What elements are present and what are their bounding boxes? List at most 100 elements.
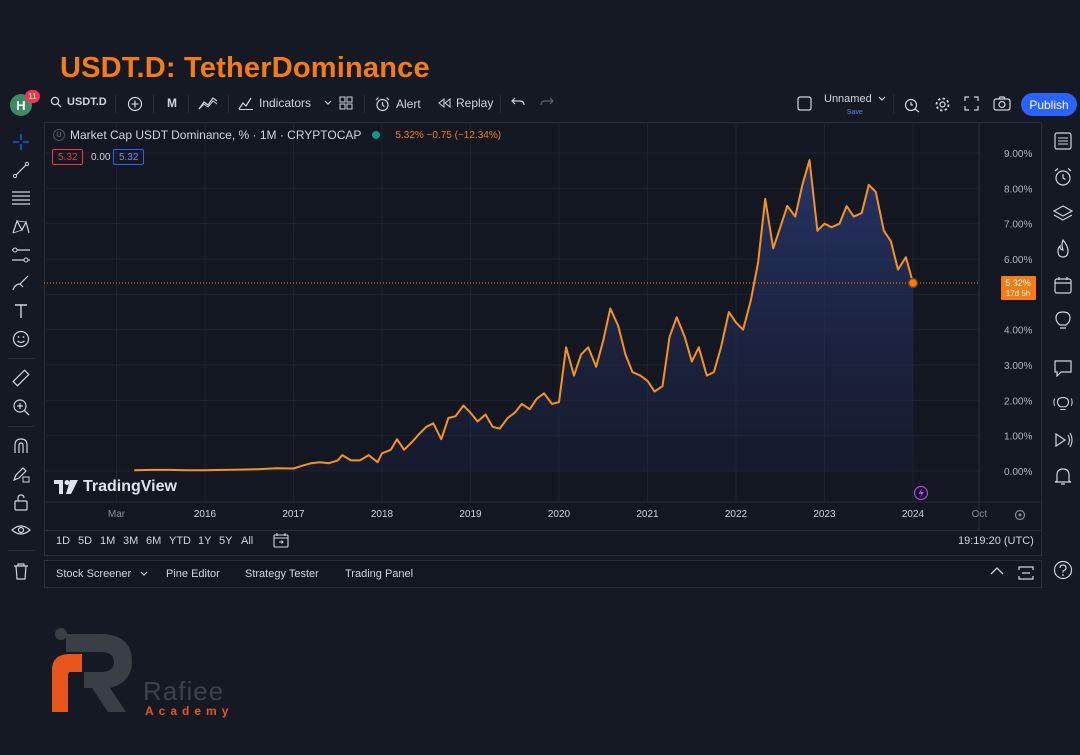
rewind-icon — [438, 98, 451, 108]
crosshair-tool[interactable] — [10, 131, 32, 153]
list-icon — [1054, 132, 1072, 150]
legend-values: 5.32% −0.75 (−12.34%) — [395, 129, 502, 141]
x-tick-label: 2024 — [902, 509, 925, 520]
fullscreen-icon — [964, 96, 979, 111]
y-tick-label: 4.00% — [1004, 326, 1032, 337]
area-chart-icon — [198, 97, 218, 110]
range-1y[interactable]: 1Y — [198, 535, 212, 547]
watchlist-button[interactable] — [1052, 130, 1074, 152]
goto-date-button[interactable] — [273, 532, 289, 551]
undo-button[interactable] — [511, 96, 525, 108]
tab-trading-panel[interactable]: Trading Panel — [345, 568, 414, 580]
layers-icon — [1053, 205, 1073, 221]
indicators-button[interactable]: Indicators — [238, 96, 332, 110]
streams-button[interactable] — [1052, 393, 1074, 415]
brush-tool[interactable] — [10, 272, 32, 294]
x-tick-label: 2020 — [548, 509, 571, 520]
fib-tool[interactable] — [10, 187, 32, 209]
maximize-panel-button[interactable] — [1018, 566, 1034, 583]
x-tick-label: 2017 — [282, 509, 305, 520]
notifications-button[interactable] — [1052, 465, 1074, 487]
magnet-tool[interactable] — [10, 435, 32, 457]
range-1d[interactable]: 1D — [56, 535, 71, 547]
range-1m[interactable]: 1M — [100, 535, 116, 547]
tab-stock-screener[interactable]: Stock Screener — [56, 568, 148, 580]
pattern-tool[interactable] — [10, 216, 32, 238]
grid-icon — [339, 96, 353, 110]
layout-name[interactable]: Unnamed Save — [824, 94, 886, 118]
y-tick-label: 6.00% — [1004, 255, 1032, 266]
crosshair-icon — [13, 134, 29, 150]
templates-button[interactable] — [339, 96, 353, 110]
alerts-button[interactable] — [1052, 166, 1074, 188]
fullscreen-button[interactable] — [964, 96, 979, 111]
undo-icon — [511, 97, 525, 106]
price-chart[interactable]: 0.00%1.00%2.00%3.00%4.00%5.00%6.00%7.00%… — [44, 122, 1042, 530]
brand-name: TradingView — [83, 478, 177, 495]
layout-select-button[interactable] — [797, 96, 812, 111]
countdown-value: 17d 5h — [1006, 289, 1030, 298]
range-toolbar — [44, 530, 1042, 556]
video-button[interactable] — [1052, 429, 1074, 451]
chart-type-button[interactable] — [198, 96, 218, 110]
xabcd-pattern-icon — [12, 219, 30, 234]
eye-icon — [11, 525, 31, 535]
collapse-panel-button[interactable] — [990, 566, 1004, 579]
redo-button[interactable] — [540, 96, 554, 108]
hide-drawings-tool[interactable] — [10, 519, 32, 541]
tradingview-logo: TradingView — [54, 478, 177, 496]
measure-tool[interactable] — [10, 367, 32, 389]
x-tick-label: 2022 — [725, 509, 748, 520]
last-price-value: 5.32% — [1005, 278, 1031, 288]
ideas-button[interactable] — [1052, 310, 1074, 332]
compare-symbol-button[interactable] — [127, 96, 143, 112]
brush-icon — [12, 275, 29, 291]
lock-all-tool[interactable] — [10, 491, 32, 513]
sell-price-box[interactable]: 5.32 — [52, 149, 84, 165]
tab-pine-editor[interactable]: Pine Editor — [166, 568, 220, 580]
settings-button[interactable] — [934, 96, 951, 113]
layout-name-label: Unnamed — [824, 93, 872, 105]
replay-button[interactable]: Replay — [437, 96, 493, 110]
range-3m[interactable]: 3M — [123, 535, 139, 547]
indicators-icon — [238, 97, 253, 110]
buy-price-box[interactable]: 5.32 — [113, 149, 145, 165]
x-tick-label: 2021 — [636, 509, 659, 520]
series-legend[interactable]: U Market Cap USDT Dominance, % · 1M · CR… — [53, 128, 501, 142]
interval-button[interactable]: M — [167, 96, 177, 110]
range-5d[interactable]: 5D — [78, 535, 93, 547]
symbol-search-button[interactable]: USDT.D — [50, 96, 107, 108]
trash-icon — [14, 563, 28, 580]
zoom-tool[interactable] — [10, 396, 32, 418]
save-label: Save — [846, 109, 863, 116]
chats-button[interactable] — [1052, 357, 1074, 379]
text-tool[interactable] — [10, 300, 32, 322]
range-5y[interactable]: 5Y — [219, 535, 233, 547]
object-tree-button[interactable] — [1052, 202, 1074, 224]
ruler-icon — [12, 369, 30, 387]
notification-badge: 11 — [25, 90, 40, 103]
quick-search-button[interactable] — [904, 96, 921, 113]
rafiee-academy-logo — [52, 628, 132, 712]
help-button[interactable] — [1052, 559, 1074, 581]
range-6m[interactable]: 6M — [146, 535, 162, 547]
range-ytd[interactable]: YTD — [169, 535, 191, 547]
trend-line-tool[interactable] — [10, 159, 32, 181]
chat-icon — [1054, 360, 1072, 377]
calendar-button[interactable] — [1052, 274, 1074, 296]
spread-value: 0.00 — [91, 151, 111, 163]
alert-button[interactable]: Alert — [374, 96, 421, 112]
snapshot-button[interactable] — [993, 96, 1011, 111]
publish-button[interactable]: Publish — [1021, 93, 1077, 116]
lock-drawing-tool[interactable] — [10, 463, 32, 485]
hotlists-button[interactable] — [1052, 238, 1074, 260]
tab-strategy-tester[interactable]: Strategy Tester — [245, 568, 319, 580]
remove-drawings-tool[interactable] — [10, 560, 32, 582]
range-all[interactable]: All — [241, 535, 254, 547]
market-status-dot — [372, 131, 381, 139]
prediction-tool[interactable] — [10, 244, 32, 266]
bottom-panel — [44, 560, 1042, 588]
emoji-tool[interactable] — [10, 328, 32, 350]
utc-clock[interactable]: 19:19:20 (UTC) — [958, 535, 1034, 547]
series-area-fill — [134, 160, 913, 471]
